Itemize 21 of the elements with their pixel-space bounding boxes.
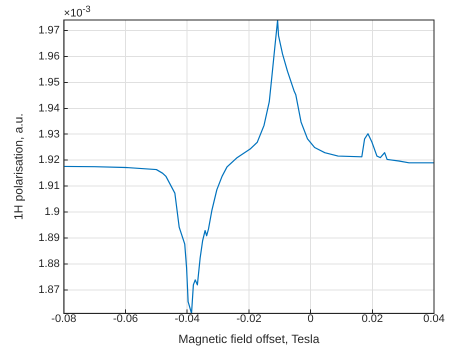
- y-tick-label: 1.92: [38, 154, 60, 166]
- x-tick-label: 0: [308, 313, 314, 326]
- y-axis-title: 1H polarisation, a.u.: [12, 113, 26, 220]
- y-tick-label: 1.87: [38, 284, 60, 296]
- y-tick-label: 1.9: [44, 206, 60, 218]
- y-tick-label: 1.89: [38, 232, 60, 244]
- x-tick-label: -0.04: [174, 313, 200, 326]
- x-axis-title: Magnetic field offset, Tesla: [178, 332, 320, 346]
- x-tick-label: -0.02: [236, 313, 262, 326]
- x-tick-label: -0.06: [112, 313, 138, 326]
- x-tick-label: -0.08: [51, 313, 76, 326]
- x-tick-label: 0.02: [362, 313, 384, 326]
- y-tick-label: 1.93: [38, 128, 60, 140]
- y-tick-label: 1.88: [38, 258, 60, 270]
- y-tick-label: 1.91: [38, 180, 60, 192]
- y-tick-label: 1.97: [38, 24, 60, 36]
- y-tick-label: 1.94: [38, 102, 60, 114]
- x-tick-label: 0.04: [423, 313, 445, 326]
- text: ×10$^{-3}$: [64, 4, 91, 20]
- y-tick-label: 1.95: [38, 76, 60, 88]
- y-tick-label: 1.96: [38, 50, 60, 62]
